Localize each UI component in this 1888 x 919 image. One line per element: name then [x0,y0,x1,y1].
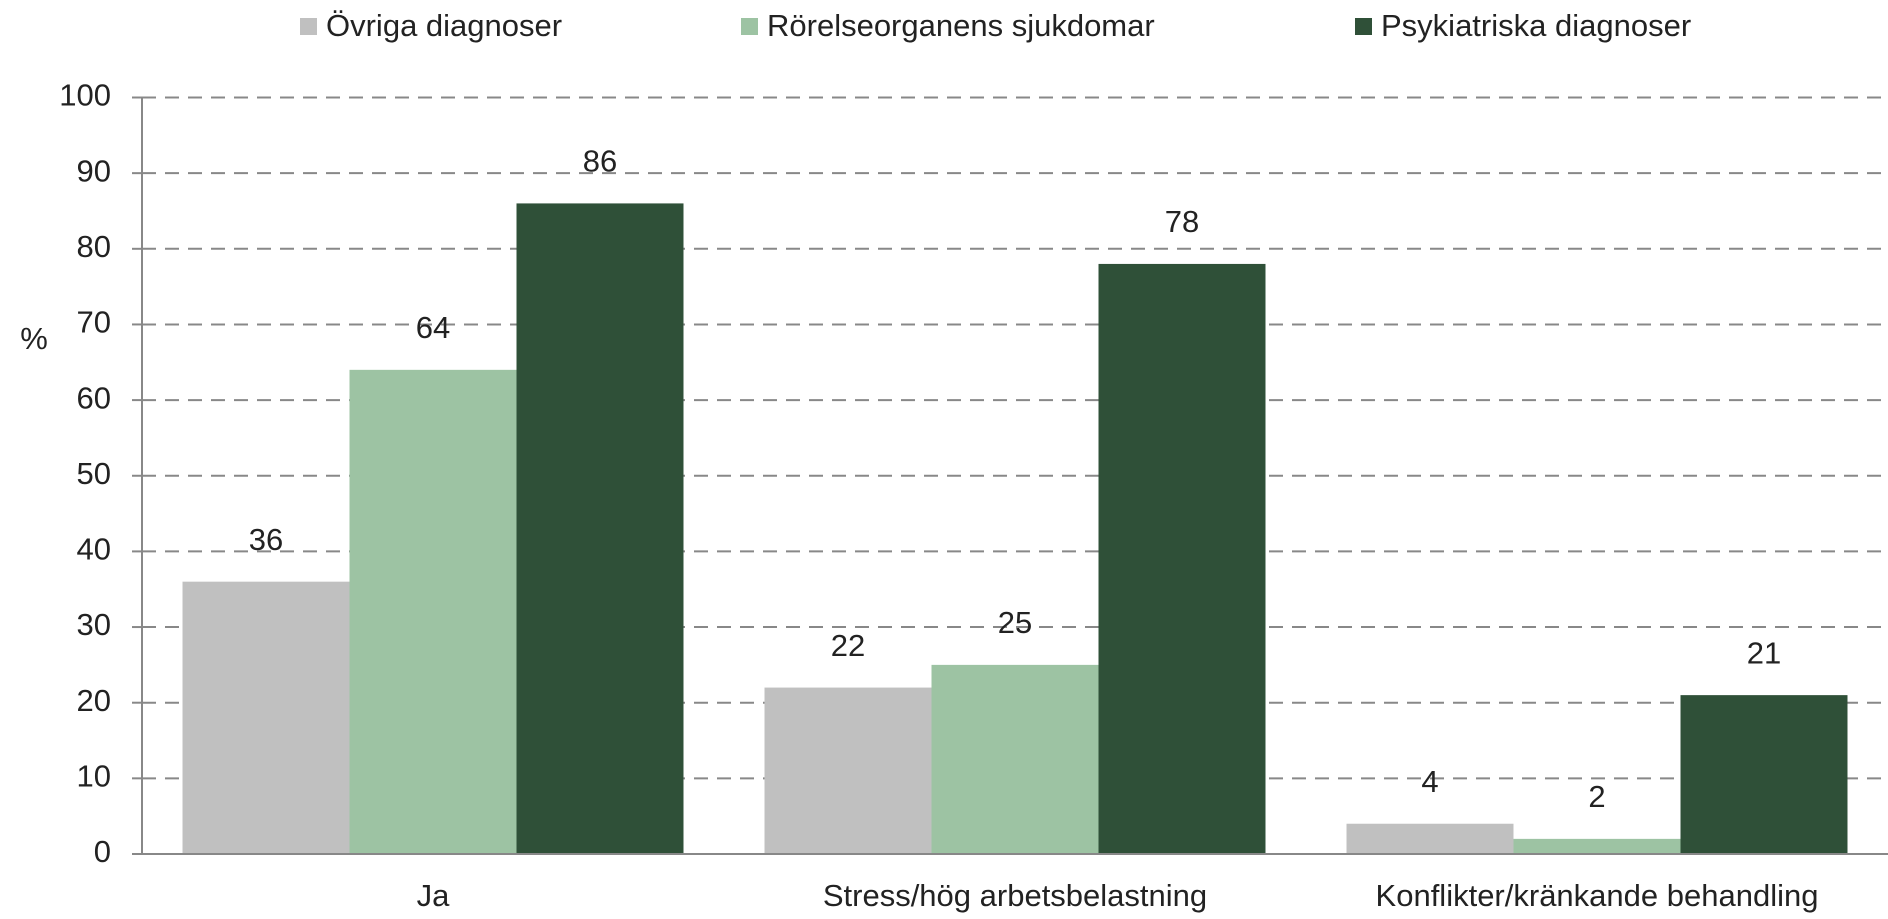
legend-label: Rörelseorganens sjukdomar [767,8,1155,43]
value-label: 64 [416,310,450,345]
value-label: 21 [1747,635,1781,670]
y-tick-label: 10 [77,759,111,794]
bar [1513,838,1681,854]
x-tick-label: Stress/hög arbetsbelastning [823,878,1207,913]
legend-swatch [741,18,758,35]
bar [1346,823,1514,854]
bar [764,687,932,854]
bar [349,369,517,854]
value-label: 86 [583,144,617,179]
y-tick-label: 60 [77,380,111,415]
bar [1098,263,1266,854]
y-tick-label: 30 [77,607,111,642]
bar [931,664,1099,854]
legend-swatch [1355,18,1372,35]
legend-label: Psykiatriska diagnoser [1381,8,1691,43]
y-tick-label: 70 [77,305,111,340]
value-label: 78 [1165,204,1199,239]
bar [516,203,684,854]
value-label: 4 [1421,764,1438,799]
value-label: 25 [998,605,1032,640]
bar [182,581,350,854]
x-tick-label: Konflikter/kränkande behandling [1376,878,1819,913]
bar [1680,695,1848,854]
y-tick-label: 40 [77,532,111,567]
y-tick-label: 0 [94,834,111,869]
y-tick-label: 50 [77,456,111,491]
value-label: 22 [831,628,865,663]
x-tick-label: Ja [417,878,451,913]
y-tick-label: 100 [59,78,111,113]
value-label: 36 [249,522,283,557]
value-label: 2 [1588,779,1605,814]
y-axis-label: % [20,321,48,356]
y-tick-label: 80 [77,229,111,264]
legend-swatch [300,18,317,35]
legend-label: Övriga diagnoser [326,8,562,43]
y-tick-label: 20 [77,683,111,718]
y-tick-label: 90 [77,153,111,188]
